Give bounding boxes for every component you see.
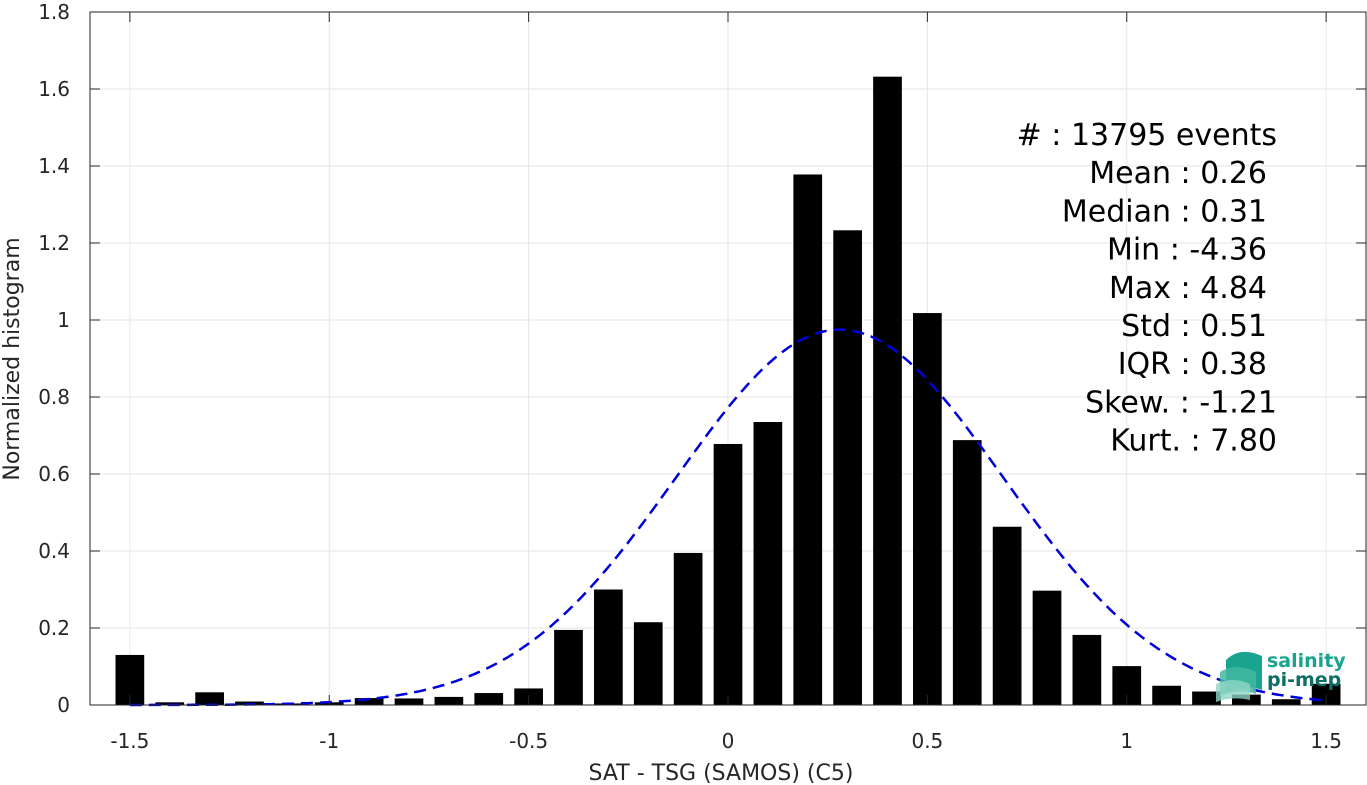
x-tick-label: 0.5 (911, 729, 943, 753)
histogram-bar (952, 440, 982, 705)
histogram-bar (1152, 685, 1181, 705)
y-tick-labels: 0 0.2 0.4 0.6 0.8 1 1.2 1.4 1.6 1.8 (38, 0, 70, 717)
histogram-bar (992, 526, 1022, 705)
y-tick-label: 0.2 (38, 616, 70, 640)
x-tick-label: -1.5 (110, 729, 149, 753)
y-tick-label: 0.6 (38, 462, 70, 486)
x-tick-label: -0.5 (509, 729, 548, 753)
stat-line: Median : 0.31 (1062, 194, 1267, 229)
histogram-bar (673, 552, 703, 705)
y-axis-label: Normalized histogram (0, 237, 25, 480)
histogram-bar (594, 589, 623, 705)
stat-line: Max : 4.84 (1109, 271, 1267, 306)
histogram-bar (1032, 590, 1062, 705)
stat-line: Skew. : -1.21 (1085, 385, 1277, 420)
stat-line: Kurt. : 7.80 (1110, 424, 1277, 459)
y-tick-label: 0.8 (38, 385, 70, 409)
histogram-bar (753, 422, 783, 705)
axis-ticks (90, 11, 1366, 706)
stat-line: Mean : 0.26 (1089, 156, 1267, 191)
histogram-bar (554, 629, 583, 705)
y-tick-label: 1 (57, 308, 70, 332)
wave-logo-icon (1216, 651, 1262, 702)
histogram-bar (1072, 634, 1102, 705)
y-tick-label: 0.4 (38, 539, 70, 563)
stat-line: Std : 0.51 (1121, 309, 1267, 344)
x-tick-label: 1 (1120, 729, 1133, 753)
histogram-bar (913, 313, 942, 705)
y-tick-label: 1.2 (38, 231, 70, 255)
histogram-bar (474, 693, 504, 705)
histogram-bar (713, 443, 743, 705)
histogram-bar (434, 696, 464, 705)
y-tick-label: 1.8 (38, 0, 70, 24)
x-axis-label: SAT - TSG (SAMOS) (C5) (589, 761, 854, 785)
y-tick-label: 1.6 (38, 77, 70, 101)
x-tick-label: 1.5 (1310, 729, 1342, 753)
stat-line: # : 13795 events (1017, 118, 1277, 153)
y-tick-label: 0 (57, 693, 70, 717)
histogram-bar (833, 230, 862, 706)
histogram-bar (195, 692, 224, 705)
histogram-bar (793, 174, 823, 706)
salinity-pimep-logo: salinity pi-mep (1216, 650, 1346, 702)
histogram-bar (394, 698, 424, 705)
y-tick-label: 1.4 (38, 154, 70, 178)
x-tick-label: 0 (722, 729, 735, 753)
histogram-bar (633, 622, 663, 705)
histogram-bar (1192, 691, 1221, 705)
stat-line: Min : -4.36 (1107, 233, 1267, 268)
histogram-bar (354, 698, 384, 705)
x-tick-labels: -1.5 -1 -0.5 0 0.5 1 1.5 (110, 729, 1342, 753)
histogram-bar (873, 76, 902, 706)
x-tick-label: -1 (319, 729, 339, 753)
stat-line: IQR : 0.38 (1118, 347, 1267, 382)
logo-line-1: salinity (1267, 650, 1346, 672)
histogram-bar (1271, 699, 1301, 705)
histogram-bar (1232, 694, 1261, 705)
logo-line-2: pi-mep (1267, 669, 1341, 691)
